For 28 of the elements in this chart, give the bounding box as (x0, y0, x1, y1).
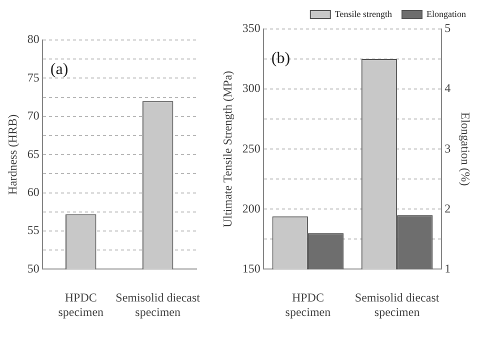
y-tick-label: 80 (27, 32, 40, 46)
legend-label: Tensile strength (334, 8, 393, 19)
y-tick-label: 55 (27, 223, 40, 238)
y-tick-label: 300 (242, 81, 260, 96)
y-tick-label: 150 (242, 261, 260, 276)
y2-tick-label: 5 (444, 21, 451, 36)
y2-tick-label: 4 (444, 81, 451, 96)
y2-tick-label: 2 (444, 201, 451, 216)
x-tick-label: Semisolid diecast specimen (116, 290, 201, 319)
y-tick-label: 65 (27, 146, 40, 161)
annotation: (b) (271, 50, 290, 68)
annotation: (a) (50, 61, 68, 78)
y-tick-label: 70 (27, 108, 40, 123)
y-tick-label: 350 (242, 21, 260, 36)
y-axis-title: Ultimate Tensile Strength (MPa) (220, 70, 234, 228)
y2-tick-label: 1 (444, 261, 451, 276)
x-tick-label: Semisolid diecast specimen (354, 290, 440, 319)
y-tick-label: 50 (27, 261, 40, 276)
y-tick-label: 75 (27, 70, 40, 84)
y-tick-label: 60 (27, 184, 40, 199)
legend-label: Elongation (426, 8, 466, 19)
x-tick-label: HPDC specimen (285, 290, 331, 319)
y2-tick-label: 3 (444, 141, 451, 156)
y-tick-label: 250 (242, 141, 260, 156)
y-tick-label: 200 (242, 201, 260, 216)
y2-axis-title: Elongation (%) (458, 112, 473, 186)
y-axis-title: Hardness (HRB) (5, 114, 20, 195)
x-tick-label: HPDC specimen (58, 290, 104, 319)
